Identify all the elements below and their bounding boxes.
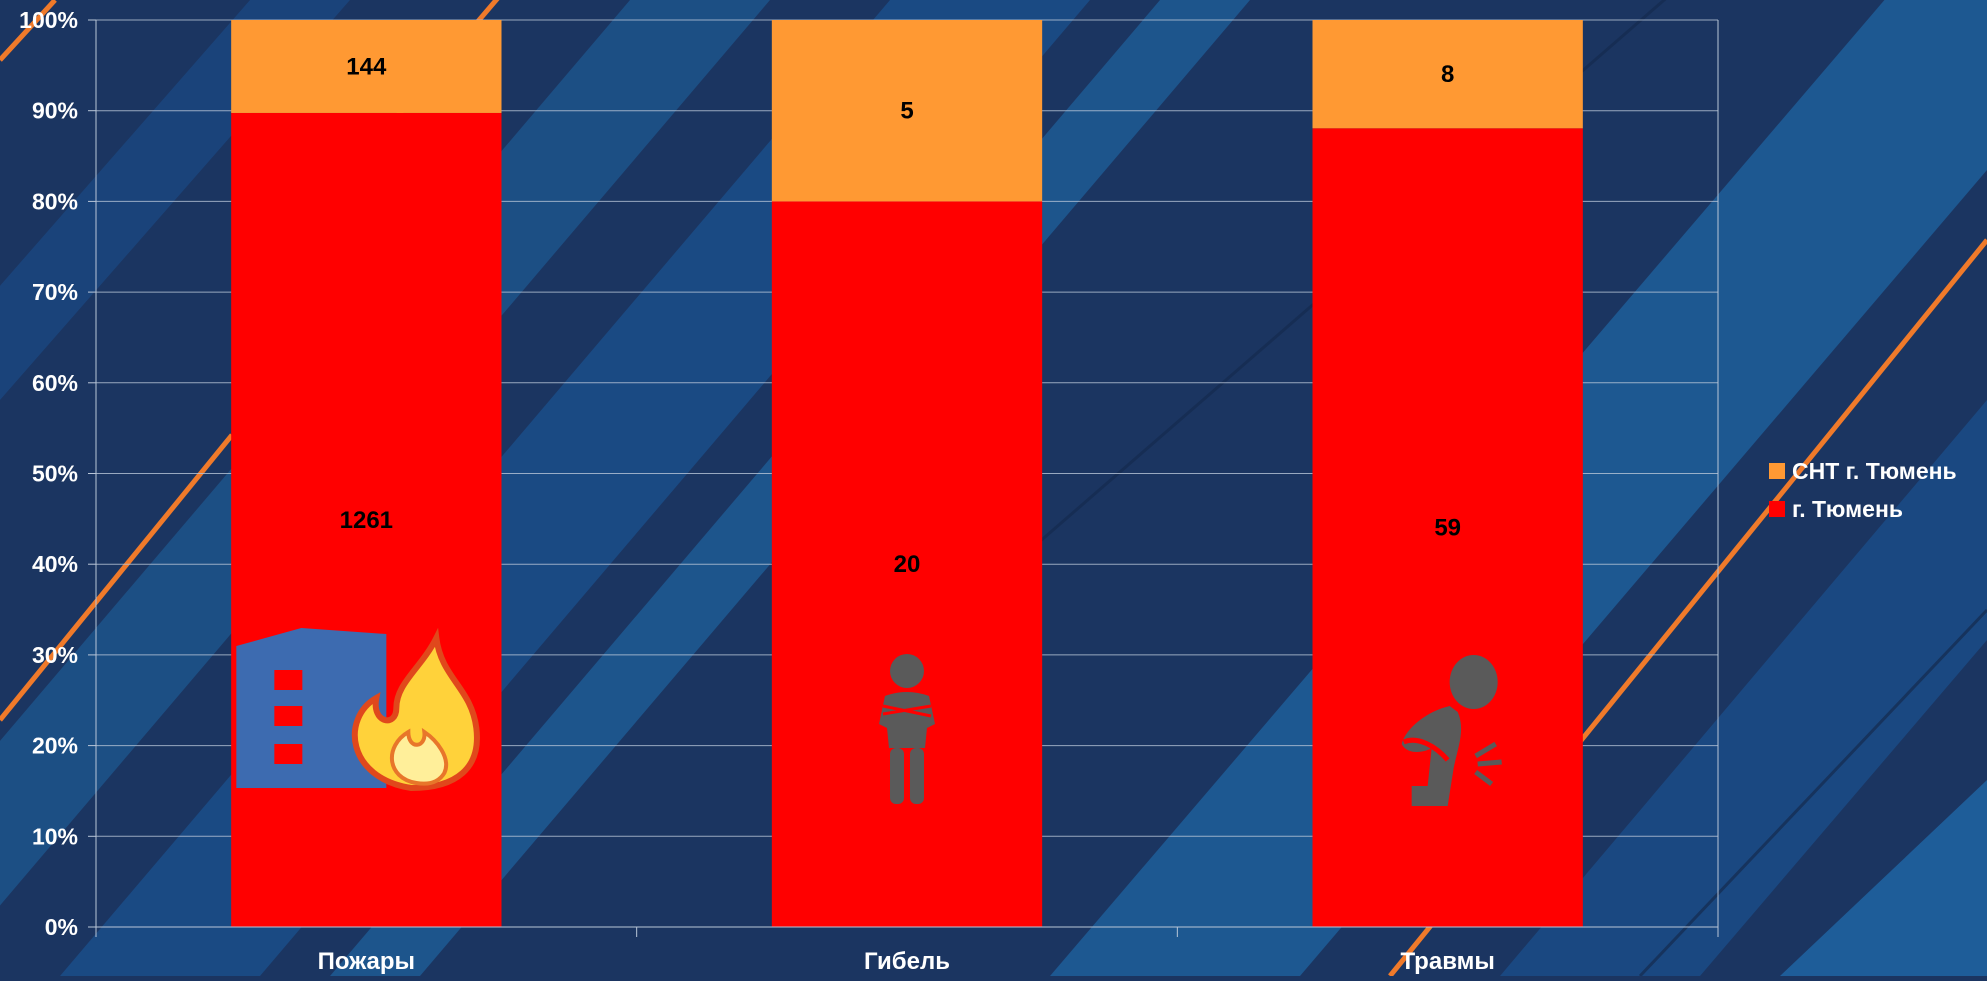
person-torso [879,692,935,748]
category-icons [236,627,1502,806]
x-axis: Пожары Гибель Травмы [95,926,1719,975]
y-tick-label: 20% [32,733,78,759]
legend-swatch [1769,463,1785,479]
standing-person-icon [879,654,935,804]
data-label: 20 [894,551,921,578]
data-label: 5 [900,98,913,125]
data-labels: 1261 144 20 5 59 8 [340,53,1461,578]
y-tick-label: 90% [32,98,78,124]
person-leg-left [890,748,904,804]
legend-label: СНТ г. Тюмень [1792,458,1957,484]
y-tick-label: 0% [45,914,78,940]
bar-segment [771,201,1043,927]
building-shape [236,628,387,788]
data-label: 59 [1434,515,1461,542]
injured-body [1401,706,1462,806]
pain-line-1 [1474,741,1497,759]
building-window [274,670,303,690]
data-label: 8 [1441,61,1454,88]
data-label: 1261 [340,507,393,534]
person-arms [882,704,932,718]
y-tick-label: 50% [32,461,78,487]
injured-head [1449,655,1498,709]
flame-outer [351,627,480,792]
y-tick-label: 100% [19,7,78,33]
background-line [0,433,234,722]
x-tick-label: Пожары [318,948,415,975]
y-tick-label: 40% [32,551,78,577]
background-stripe [1780,780,1987,976]
person-head [890,654,924,688]
person-leg-right [910,748,924,804]
x-tick-label: Гибель [864,948,950,975]
y-tick-label: 70% [32,279,78,305]
legend-swatch [1769,501,1785,517]
building-window [274,744,303,764]
legend: СНТ г. Тюмень г. Тюмень [1769,458,1957,522]
y-tick-label: 60% [32,370,78,396]
legend-label: г. Тюмень [1792,496,1903,522]
bar-segment [1312,20,1583,129]
flame-inner [390,727,448,786]
data-label: 144 [346,53,387,80]
background-line [1638,608,1987,978]
y-tick-label: 10% [32,823,78,849]
y-axis: 0% 10% 20% 30% 40% 50% 60% 70% 80% 90% 100% [19,7,97,940]
background-line [0,0,57,62]
pain-line-3 [1474,770,1494,786]
bar-segment [231,112,502,928]
background-stripe [1500,400,1987,976]
x-tick-label: Травмы [1400,948,1494,975]
bars [231,20,1583,928]
injured-arm [1402,737,1450,762]
bar-segment [771,20,1043,202]
y-tick-label: 80% [32,188,78,214]
bar-segment [231,20,502,113]
burning-building-icon [236,627,480,792]
building-window [274,706,303,726]
y-tick-label: 30% [32,642,78,668]
pain-line-2 [1477,759,1502,767]
injured-person-icon [1401,655,1502,806]
